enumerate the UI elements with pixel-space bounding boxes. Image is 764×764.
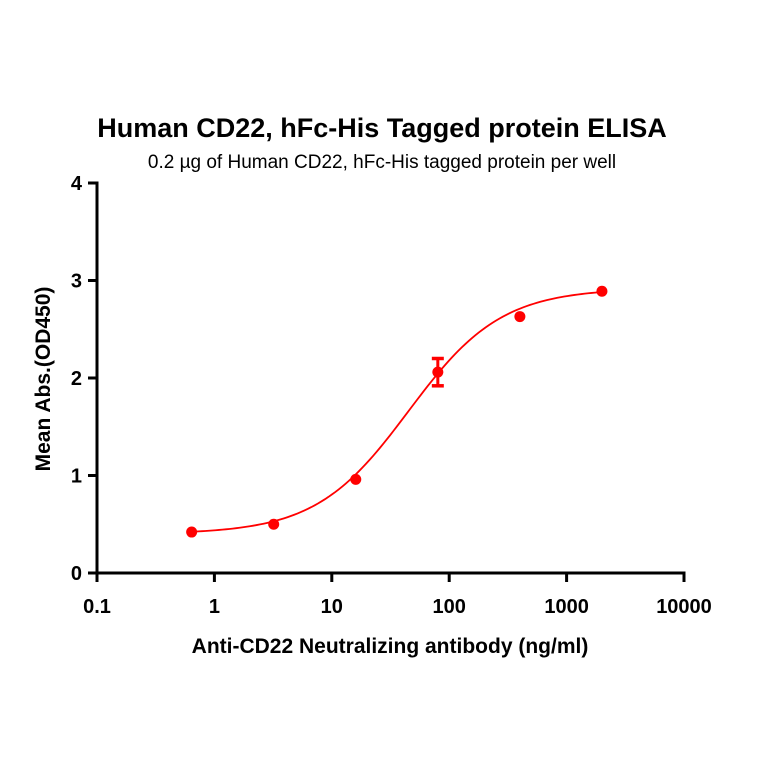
chart-title: Human CD22, hFc-His Tagged protein ELISA <box>97 113 667 143</box>
data-point <box>432 366 444 378</box>
y-tick-label: 2 <box>71 368 82 390</box>
y-axis: 0 1 2 3 4 <box>71 173 99 585</box>
data-point <box>268 518 280 530</box>
x-tick-label: 10000 <box>656 596 712 618</box>
chart-subtitle: 0.2 µg of Human CD22, hFc-His tagged pro… <box>148 152 616 173</box>
fit-curve <box>191 291 603 533</box>
x-axis-label: Anti-CD22 Neutralizing antibody (ng/ml) <box>192 635 589 658</box>
y-tick-label: 4 <box>71 173 83 195</box>
x-axis: 0.1 1 10 100 1000 10000 <box>83 571 712 618</box>
plot-area <box>186 285 608 538</box>
y-tick-label: 3 <box>71 271 82 293</box>
y-tick-label: 0 <box>71 563 82 585</box>
data-point <box>596 285 608 297</box>
data-point <box>186 526 198 538</box>
y-axis-label: Mean Abs.(OD450) <box>32 287 55 472</box>
x-tick-label: 0.1 <box>83 596 111 618</box>
y-tick-label: 1 <box>71 466 82 488</box>
x-tick-label: 10 <box>321 596 343 618</box>
data-point <box>350 473 362 485</box>
x-tick-label: 1000 <box>544 596 589 618</box>
x-tick-label: 100 <box>433 596 466 618</box>
data-point <box>514 311 526 323</box>
x-tick-label: 1 <box>209 596 220 618</box>
